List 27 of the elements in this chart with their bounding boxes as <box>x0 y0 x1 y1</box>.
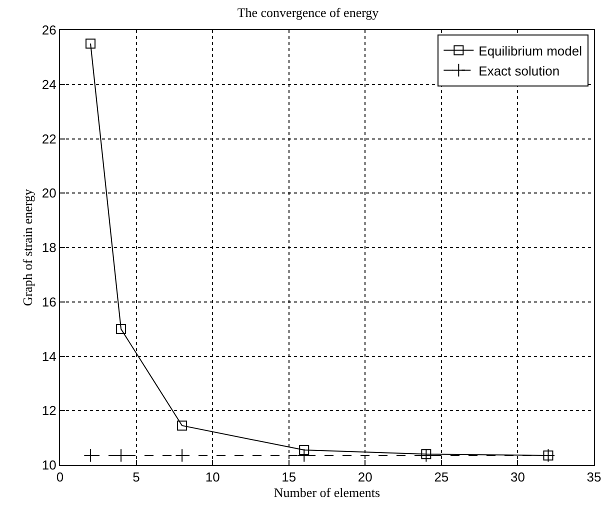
legend-label: Exact solution <box>478 63 560 78</box>
x-tick-label: 0 <box>56 470 64 485</box>
y-tick-label: 16 <box>42 294 56 310</box>
x-tick-label: 35 <box>586 470 602 485</box>
x-tick-label: 5 <box>132 470 140 485</box>
y-tick-label: 14 <box>42 348 56 364</box>
x-tick-label: 25 <box>434 470 449 485</box>
x-tick-label: 20 <box>358 470 372 485</box>
y-tick-label: 22 <box>42 131 56 146</box>
point <box>86 38 96 49</box>
legend-label: Equilibrium model <box>478 43 582 58</box>
y-tick-label: 18 <box>42 240 56 256</box>
point <box>421 449 432 460</box>
y-tick-label: 20 <box>42 186 56 201</box>
point <box>116 324 126 334</box>
y-tick-label: 12 <box>42 403 56 418</box>
x-axis-title: Number of elements <box>274 485 380 500</box>
x-tick-label: 15 <box>282 470 296 485</box>
y-tick-label: 26 <box>42 22 56 38</box>
y-tick-label: 10 <box>42 458 56 473</box>
point <box>299 445 310 456</box>
point <box>177 420 188 431</box>
y-tick-label: 24 <box>42 76 56 92</box>
x-tick-label: 30 <box>510 470 525 485</box>
x-tick-label: 10 <box>205 470 220 485</box>
y-axis-title: Graph of strain energy <box>20 188 35 306</box>
chart-title: The convergence of energy <box>237 4 380 20</box>
